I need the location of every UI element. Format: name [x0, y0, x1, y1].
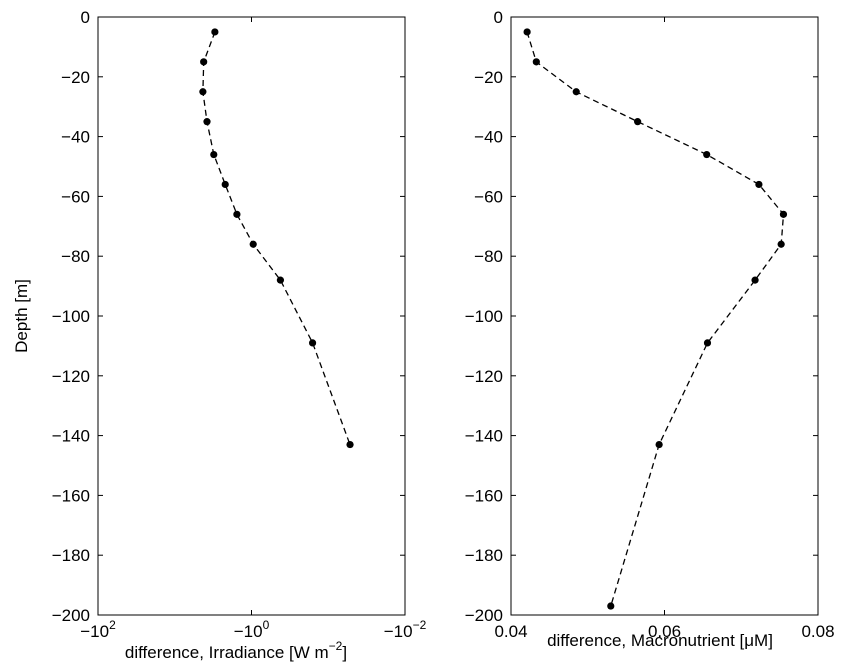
macronutrient-x-tick-label: 0.06 [648, 622, 681, 641]
irradiance-data-point [308, 339, 317, 347]
irradiance-data-point [249, 240, 257, 248]
irradiance-x-tick-label: −102 [80, 618, 116, 641]
macronutrient-x-tick-label: 0.04 [494, 622, 527, 641]
irradiance-y-axis: 0 −20 −40 −60 −80 −100 −120 −140 −160 −180 −200 [52, 8, 405, 625]
macronutrient-x-tick-label: 0.08 [801, 622, 834, 641]
irradiance-data-point [221, 180, 229, 189]
macronutrient-y-tick-label: 0 [494, 8, 503, 27]
macronutrient-data-point [751, 276, 759, 284]
macronutrient-y-tick-label: −20 [474, 68, 503, 87]
irradiance-y-tick-label: −20 [61, 68, 90, 87]
irradiance-y-tick-label: −80 [61, 247, 90, 266]
depth-axis-label: Depth [m] [12, 279, 31, 353]
irradiance-x-axis-label: difference, Irradiance [W m−2] [125, 639, 347, 662]
macronutrient-series-line [526, 31, 785, 607]
irradiance-data-point [211, 28, 219, 36]
macronutrient-data-point [779, 210, 788, 218]
irradiance-data-point [210, 150, 218, 159]
macronutrient-data-point [523, 28, 531, 36]
macronutrient-data-point [703, 150, 711, 159]
macronutrient-y-tick-label: −180 [465, 546, 503, 565]
macronutrient-y-axis: 0 −20 −40 −60 −80 −100 −120 −140 −160 −180 −200 [465, 8, 818, 625]
irradiance-y-tick-label: −160 [52, 486, 90, 505]
macronutrient-y-tick-label: −200 [465, 606, 503, 625]
macronutrient-x-axis-label: difference, Macronutrient [μM] [547, 631, 773, 650]
irradiance-y-tick-label: −180 [52, 546, 90, 565]
macronutrient-y-tick-label: −60 [474, 187, 503, 206]
irradiance-x-axis: −102 −100 −10−2 [80, 17, 427, 641]
irradiance-y-tick-label: −140 [52, 427, 90, 446]
irradiance-data-point [346, 440, 354, 449]
irradiance-data-point [276, 276, 285, 284]
macronutrient-series-points [523, 28, 788, 610]
irradiance-y-tick-label: −60 [61, 187, 90, 206]
irradiance-series-points [199, 28, 354, 449]
macronutrient-y-tick-label: −100 [465, 307, 503, 326]
irradiance-series-line [202, 31, 351, 445]
macronutrient-data-point [755, 180, 763, 189]
irradiance-data-point [203, 118, 211, 126]
irradiance-y-tick-label: −120 [52, 367, 90, 386]
irradiance-y-tick-label: −200 [52, 606, 90, 625]
macronutrient-data-point [655, 440, 663, 449]
macronutrient-y-tick-label: −160 [465, 486, 503, 505]
irradiance-x-tick-label: −10−2 [384, 618, 427, 641]
macronutrient-y-tick-label: −140 [465, 427, 503, 446]
macronutrient-data-point [703, 339, 712, 347]
irradiance-y-tick-label: −100 [52, 307, 90, 326]
macronutrient-data-point [777, 240, 785, 248]
macronutrient-panel: 0 −20 −40 −60 −80 −100 −120 −140 −160 −180 −200 0.… [465, 8, 835, 650]
irradiance-y-tick-label: −40 [61, 128, 90, 147]
macronutrient-data-point [634, 118, 642, 126]
macronutrient-data-point [572, 88, 580, 96]
macronutrient-plot-frame [510, 16, 819, 616]
macronutrient-y-tick-label: −40 [474, 128, 503, 147]
irradiance-panel: 0 −20 −40 −60 −80 −100 −120 −140 −160 −180 −200 −1… [12, 8, 427, 662]
macronutrient-data-point [532, 58, 540, 66]
irradiance-plot-frame [97, 16, 406, 616]
macronutrient-y-tick-label: −120 [465, 367, 503, 386]
macronutrient-x-axis: 0.04 0.06 0.08 [494, 17, 835, 641]
irradiance-data-point [233, 210, 241, 218]
irradiance-data-point [200, 58, 208, 66]
macronutrient-data-point [607, 602, 615, 610]
irradiance-y-tick-label: 0 [81, 8, 90, 27]
irradiance-data-point [199, 88, 207, 96]
macronutrient-y-tick-label: −80 [474, 247, 503, 266]
irradiance-x-tick-label: −100 [234, 618, 270, 641]
